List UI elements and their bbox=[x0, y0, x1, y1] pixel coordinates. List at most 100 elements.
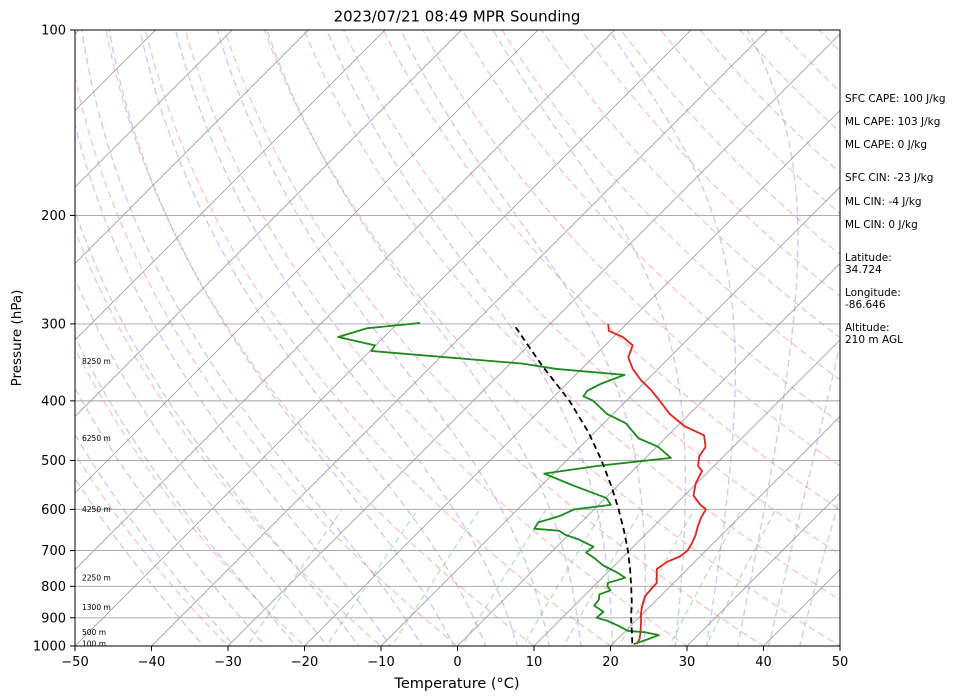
height-label: 4250 m bbox=[82, 505, 111, 514]
mixing-ratio-line bbox=[705, 509, 777, 646]
y-tick-label: 900 bbox=[41, 611, 66, 626]
isotherm-line bbox=[227, 33, 840, 646]
dry-adiabat-line bbox=[224, 30, 765, 646]
x-tick-label: 30 bbox=[679, 655, 696, 670]
moist-adiabat-line bbox=[81, 30, 423, 646]
isotherm-line bbox=[75, 30, 310, 265]
temperature-profile-line bbox=[607, 323, 707, 645]
parcel-profile-line bbox=[512, 323, 634, 644]
longitude-block: Longitude: -86.646 bbox=[845, 287, 901, 311]
isotherm-line bbox=[75, 30, 233, 188]
height-label: 8250 m bbox=[82, 357, 111, 366]
y-tick-label: 400 bbox=[41, 394, 66, 409]
height-label: 6250 m bbox=[82, 434, 111, 443]
x-tick-label: −30 bbox=[214, 655, 241, 670]
dry-adiabat-line bbox=[144, 30, 612, 646]
ml-cape-text: ML CAPE: 103 J/kg bbox=[845, 116, 941, 128]
x-tick-label: 0 bbox=[453, 655, 461, 670]
moist-adiabat-line bbox=[266, 30, 582, 646]
axes-ticks: −50 −40 −30 −20 −10 0 10 20 30 40 50 1000 900 800 700 6… bbox=[33, 24, 848, 671]
dry-adiabat-line bbox=[75, 347, 306, 646]
grid-lines bbox=[75, 30, 840, 646]
height-label: 1300 m bbox=[82, 603, 111, 612]
moist-adiabat-line bbox=[75, 433, 236, 646]
ml-cin-text-2: ML CIN: 0 J/kg bbox=[845, 219, 918, 231]
mixing-ratio-line bbox=[325, 508, 419, 646]
moist-adiabat-line bbox=[108, 30, 455, 646]
y-tick-label: 200 bbox=[41, 209, 66, 224]
x-axis-label: Temperature (°C) bbox=[393, 676, 519, 692]
x-tick-label: 50 bbox=[832, 655, 849, 670]
isotherm-line bbox=[75, 30, 616, 571]
moist-adiabat-line bbox=[75, 477, 205, 646]
longitude-value: -86.646 bbox=[845, 299, 886, 311]
x-tick-label: −10 bbox=[367, 655, 394, 670]
moist-adiabat-line bbox=[492, 30, 687, 646]
altitude-label: Altitude: bbox=[845, 322, 890, 334]
y-axis-label: Pressure (hPa) bbox=[9, 290, 25, 387]
latitude-label: Latitude: bbox=[845, 252, 892, 264]
moist-adiabat-line bbox=[75, 277, 329, 646]
x-tick-label: −50 bbox=[61, 655, 88, 670]
moist-adiabat-line bbox=[736, 30, 799, 646]
moist-adiabat-line bbox=[216, 30, 550, 646]
isotherm-line bbox=[380, 186, 840, 646]
y-tick-label: 500 bbox=[41, 454, 66, 469]
ml-cape-text-2: ML CAPE: 0 J/kg bbox=[845, 139, 928, 151]
isotherm-line bbox=[75, 30, 692, 646]
isotherm-line bbox=[456, 262, 840, 646]
isotherm-line bbox=[686, 492, 840, 646]
mixing-ratio-line bbox=[461, 508, 547, 646]
moist-adiabat-line bbox=[326, 30, 614, 646]
x-tick-label: −40 bbox=[138, 655, 165, 670]
chart-title: 2023/07/21 08:49 MPR Sounding bbox=[334, 8, 581, 26]
plot-frame bbox=[74, 29, 841, 647]
height-label: 500 m bbox=[82, 628, 106, 637]
moist-adiabat-line bbox=[75, 335, 297, 646]
dry-adiabat-line bbox=[303, 30, 840, 601]
dry-adiabat-line bbox=[184, 30, 689, 646]
sfc-cin-text: SFC CIN: -23 J/kg bbox=[845, 172, 934, 184]
dry-adiabat-line bbox=[75, 228, 383, 646]
sfc-cape-text: SFC CAPE: 100 J/kg bbox=[845, 93, 946, 105]
dry-adiabat-line bbox=[540, 30, 840, 339]
dry-adiabat-line bbox=[263, 30, 840, 646]
moist-adiabat-line bbox=[399, 30, 647, 646]
sounding-stats-panel: SFC CAPE: 100 J/kg ML CAPE: 103 J/kg ML … bbox=[845, 0, 961, 700]
isotherm-line bbox=[150, 30, 769, 646]
moist-adiabat-line bbox=[75, 121, 392, 646]
background-reference-lines bbox=[75, 30, 840, 646]
isotherm-line bbox=[303, 109, 840, 646]
altitude-value: 210 m AGL bbox=[845, 334, 903, 346]
dewpoint-profile-line bbox=[337, 322, 672, 645]
x-tick-label: 10 bbox=[526, 655, 543, 670]
dry-adiabat-line bbox=[75, 452, 229, 646]
mixing-ratio-line bbox=[668, 509, 742, 646]
mixing-ratio-line bbox=[391, 508, 481, 646]
mixing-ratio-line bbox=[246, 508, 343, 646]
y-tick-label: 300 bbox=[41, 317, 66, 332]
sounding-profiles bbox=[337, 322, 707, 645]
moist-adiabat-line bbox=[75, 386, 267, 646]
height-label: 100 m bbox=[82, 640, 106, 649]
mixing-ratio-line bbox=[562, 508, 643, 646]
moist-adiabat-line bbox=[174, 30, 519, 646]
y-tick-label: 100 bbox=[41, 24, 66, 39]
height-labels: 100 m 500 m 1300 m 2250 m 4250 m 6250 m 8250 m bbox=[82, 357, 111, 649]
x-tick-label: 20 bbox=[602, 655, 619, 670]
isotherm-line bbox=[75, 30, 463, 418]
height-label: 2250 m bbox=[82, 573, 111, 582]
latitude-value: 34.724 bbox=[845, 264, 882, 276]
longitude-label: Longitude: bbox=[845, 287, 901, 299]
latitude-block: Latitude: 34.724 bbox=[845, 252, 892, 276]
y-tick-label: 1000 bbox=[33, 640, 66, 655]
y-tick-label: 800 bbox=[41, 580, 66, 595]
altitude-block: Altitude: 210 m AGL bbox=[845, 322, 903, 346]
isotherm-line bbox=[75, 30, 386, 341]
isotherm-line bbox=[75, 30, 157, 112]
dry-adiabat-line bbox=[105, 30, 536, 646]
y-tick-label: 700 bbox=[41, 544, 66, 559]
moist-adiabat-line bbox=[139, 30, 487, 646]
moist-adiabat-line bbox=[768, 341, 840, 646]
